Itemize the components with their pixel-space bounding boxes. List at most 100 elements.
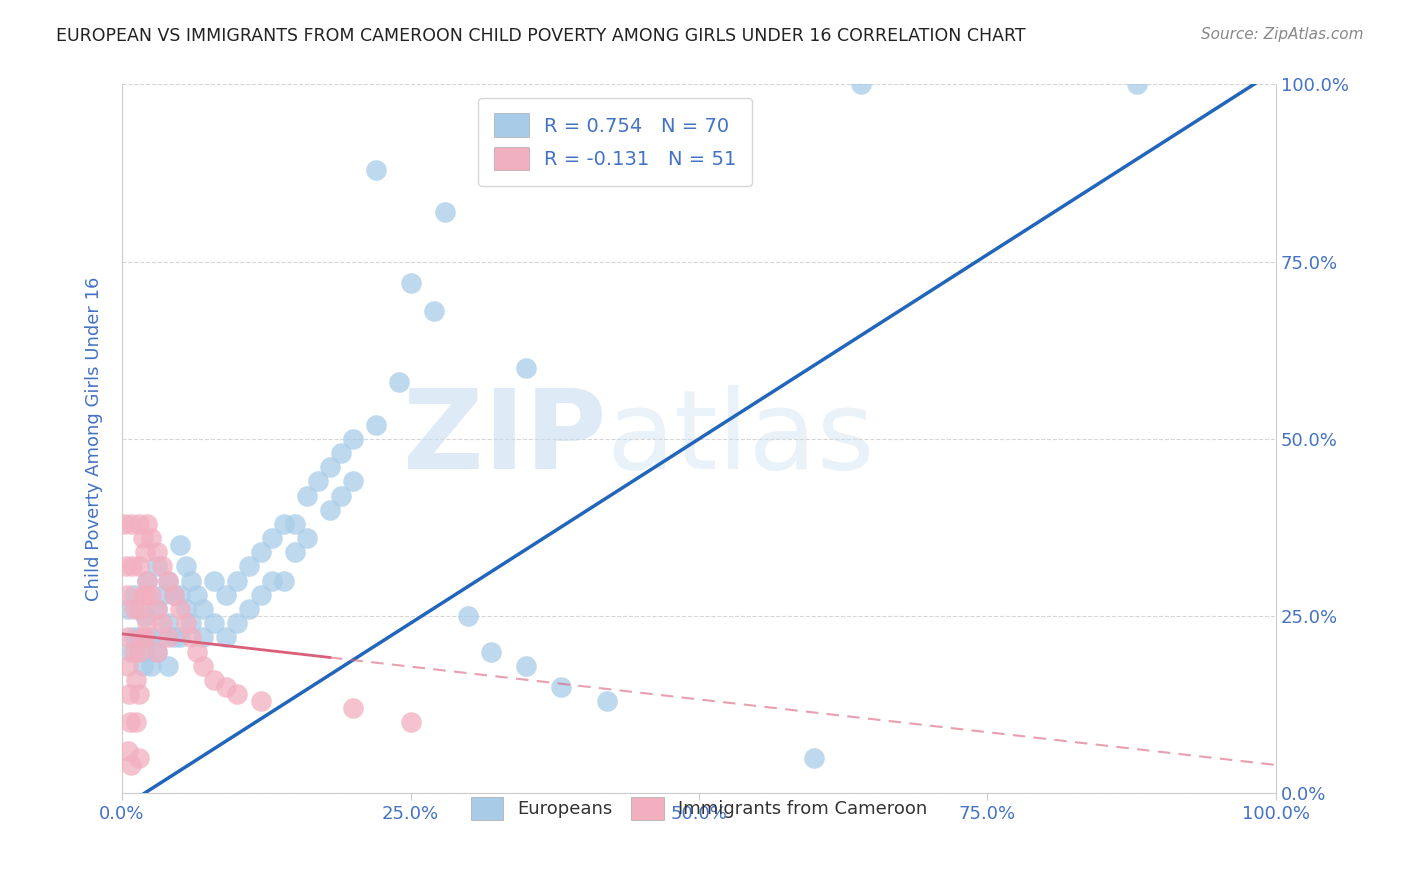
Point xyxy=(295,531,318,545)
Point xyxy=(122,644,145,658)
Point xyxy=(120,715,142,730)
Point xyxy=(136,616,159,631)
Point xyxy=(157,658,180,673)
Point xyxy=(479,644,502,658)
Legend: Europeans, Immigrants from Cameroon: Europeans, Immigrants from Cameroon xyxy=(457,783,942,834)
Point xyxy=(145,602,167,616)
Point xyxy=(117,658,139,673)
Point xyxy=(112,516,135,531)
Point xyxy=(330,489,353,503)
Point xyxy=(215,680,238,694)
Point xyxy=(157,574,180,588)
Point xyxy=(422,304,444,318)
Point xyxy=(117,744,139,758)
Point xyxy=(273,516,295,531)
Point xyxy=(273,574,295,588)
Point xyxy=(134,588,156,602)
Point xyxy=(249,588,271,602)
Text: EUROPEAN VS IMMIGRANTS FROM CAMEROON CHILD POVERTY AMONG GIRLS UNDER 16 CORRELAT: EUROPEAN VS IMMIGRANTS FROM CAMEROON CHI… xyxy=(56,27,1026,45)
Point xyxy=(849,78,872,92)
Point xyxy=(215,588,238,602)
Point xyxy=(120,644,142,658)
Point xyxy=(122,588,145,602)
Point xyxy=(163,588,186,602)
Point xyxy=(399,715,422,730)
Point xyxy=(515,361,537,376)
Point xyxy=(132,588,155,602)
Text: Source: ZipAtlas.com: Source: ZipAtlas.com xyxy=(1201,27,1364,42)
Point xyxy=(122,631,145,645)
Point xyxy=(132,631,155,645)
Point xyxy=(118,687,141,701)
Point xyxy=(134,631,156,645)
Point xyxy=(139,588,162,602)
Point xyxy=(180,616,202,631)
Point xyxy=(169,631,191,645)
Point xyxy=(134,609,156,624)
Point xyxy=(128,602,150,616)
Point xyxy=(191,658,214,673)
Point xyxy=(186,644,208,658)
Point xyxy=(226,616,249,631)
Point xyxy=(803,751,825,765)
Point xyxy=(145,644,167,658)
Point xyxy=(152,631,174,645)
Point xyxy=(169,602,191,616)
Point xyxy=(152,559,174,574)
Point xyxy=(434,205,457,219)
Point xyxy=(174,616,197,631)
Point xyxy=(120,758,142,772)
Point xyxy=(132,658,155,673)
Point xyxy=(202,574,225,588)
Point xyxy=(319,460,342,475)
Point xyxy=(114,559,136,574)
Text: ZIP: ZIP xyxy=(404,385,607,492)
Point xyxy=(1126,78,1149,92)
Point xyxy=(191,602,214,616)
Point xyxy=(295,489,318,503)
Point xyxy=(136,516,159,531)
Point xyxy=(157,616,180,631)
Point xyxy=(115,588,138,602)
Point xyxy=(249,694,271,708)
Point xyxy=(145,559,167,574)
Point xyxy=(342,475,364,489)
Point xyxy=(163,631,186,645)
Point xyxy=(202,673,225,687)
Y-axis label: Child Poverty Among Girls Under 16: Child Poverty Among Girls Under 16 xyxy=(86,277,103,601)
Point xyxy=(399,276,422,290)
Point xyxy=(249,545,271,559)
Point xyxy=(117,631,139,645)
Point xyxy=(139,631,162,645)
Point xyxy=(226,574,249,588)
Point xyxy=(120,516,142,531)
Point xyxy=(136,574,159,588)
Point xyxy=(163,588,186,602)
Point xyxy=(284,516,307,531)
Point xyxy=(139,531,162,545)
Point xyxy=(388,375,411,389)
Point xyxy=(174,559,197,574)
Point xyxy=(202,616,225,631)
Point xyxy=(145,602,167,616)
Point xyxy=(180,631,202,645)
Point xyxy=(186,588,208,602)
Point xyxy=(125,715,148,730)
Point xyxy=(125,673,148,687)
Point xyxy=(342,432,364,446)
Point xyxy=(515,658,537,673)
Point xyxy=(157,631,180,645)
Point xyxy=(457,609,479,624)
Point xyxy=(128,516,150,531)
Point xyxy=(145,644,167,658)
Point xyxy=(319,503,342,517)
Point xyxy=(134,545,156,559)
Point xyxy=(117,602,139,616)
Point xyxy=(128,751,150,765)
Point xyxy=(260,531,283,545)
Point xyxy=(128,644,150,658)
Point xyxy=(307,475,329,489)
Point xyxy=(152,588,174,602)
Point xyxy=(169,538,191,552)
Point xyxy=(238,602,260,616)
